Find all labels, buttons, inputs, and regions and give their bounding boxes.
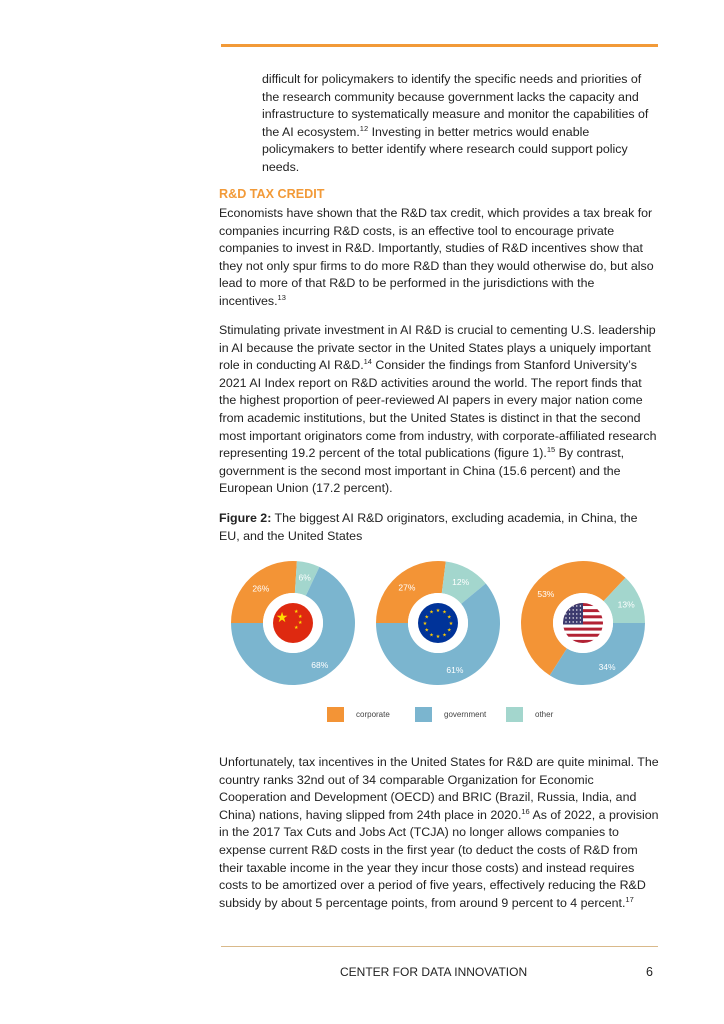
text-run: Investing in better metrics would enable… [262,124,628,174]
svg-text:★: ★ [294,609,299,615]
china-flag-icon: ★ ★★★★ [273,603,313,643]
text-run: Consider the findings from Stanford Univ… [219,358,657,461]
legend-swatch-government [415,707,432,722]
donut-charts: 26%6%68%★ ★★★★27%12%61%★ ★★★★★★★★★★★53%13%… [231,561,645,685]
text-run: By contrast, government is the second mo… [219,446,625,496]
text-run: difficult for policymakers to identify t… [262,72,649,139]
svg-text:★: ★ [424,615,429,621]
slice-label-corporate: 26% [252,584,269,594]
svg-text:★: ★ [447,628,452,634]
slice-label-other: 13% [618,599,635,609]
slice-government [231,566,355,685]
slice-other [294,561,320,596]
text-run: Stimulating private investment in AI R&D… [219,323,656,373]
legend-label: government [444,710,487,719]
svg-text:★: ★ [298,614,303,620]
slice-label-other: 12% [452,577,469,587]
legend-label: corporate [356,710,390,719]
top-rule [221,44,658,47]
svg-text:★: ★ [423,621,428,627]
footnote-ref: 15 [546,445,556,455]
slice-label-government: 34% [599,662,616,672]
footnote-ref: 16 [521,806,530,816]
slice-label-corporate: 27% [398,583,415,593]
svg-text:★: ★ [436,634,441,640]
slice-government [549,623,645,685]
footnote-ref: 13 [277,292,286,302]
svg-text:★: ★ [442,610,447,616]
svg-text:★: ★ [442,632,447,638]
legend-other: other [506,707,553,722]
paragraph-tax-credit-3: Unfortunately, tax incentives in the Uni… [219,754,659,912]
svg-text:★: ★ [436,608,441,614]
slice-government [376,583,500,685]
footnote-ref: 17 [625,894,634,904]
svg-text:★: ★ [276,609,289,625]
legend-label: other [535,710,554,719]
slice-label-government: 68% [311,660,328,670]
svg-text:★: ★ [449,621,454,627]
bottom-rule [221,946,658,947]
paragraph-tax-credit-2: Stimulating private investment in AI R&D… [219,322,659,498]
text-run: Economists have shown that the R&D tax c… [219,206,654,308]
svg-text:★: ★ [429,632,434,638]
page-number: 6 [646,965,653,979]
slice-label-government: 61% [446,665,463,675]
svg-text:★: ★ [447,615,452,621]
text-run: As of 2022, a provision in the 2017 Tax … [219,807,659,910]
section-heading: R&D TAX CREDIT [219,187,325,201]
svg-text:★: ★ [424,628,429,634]
footnote-ref: 12 [359,123,369,133]
us-flag-icon [563,603,603,643]
slice-corporate [376,561,446,623]
slice-corporate [231,561,297,623]
slice-label-corporate: 53% [537,589,554,599]
slice-label-other: 6% [299,572,312,582]
svg-text:★: ★ [429,610,434,616]
paragraph-intro: difficult for policymakers to identify t… [262,71,658,177]
figure-label: Figure 2: [219,511,272,525]
eu-flag-icon: ★ ★★★★★★★★★★★ [418,603,458,643]
legend-government: government [415,707,486,722]
slice-other [441,561,486,604]
legend-swatch-corporate [327,707,344,722]
legend-corporate: corporate [327,707,390,722]
slice-other [603,577,645,623]
paragraph-tax-credit-1: Economists have shown that the R&D tax c… [219,205,659,311]
footnote-ref: 14 [363,357,372,367]
slice-corporate [521,561,626,676]
svg-text:★: ★ [294,625,299,631]
legend-swatch-other [506,707,523,722]
figure-title: The biggest AI R&D originators, excludin… [219,511,638,543]
text-run: Unfortunately, tax incentives in the Uni… [219,755,659,822]
footer-org: CENTER FOR DATA INNOVATION [340,965,528,979]
svg-text:★: ★ [298,620,303,626]
figure-caption: Figure 2: The biggest AI R&D originators… [219,510,659,545]
